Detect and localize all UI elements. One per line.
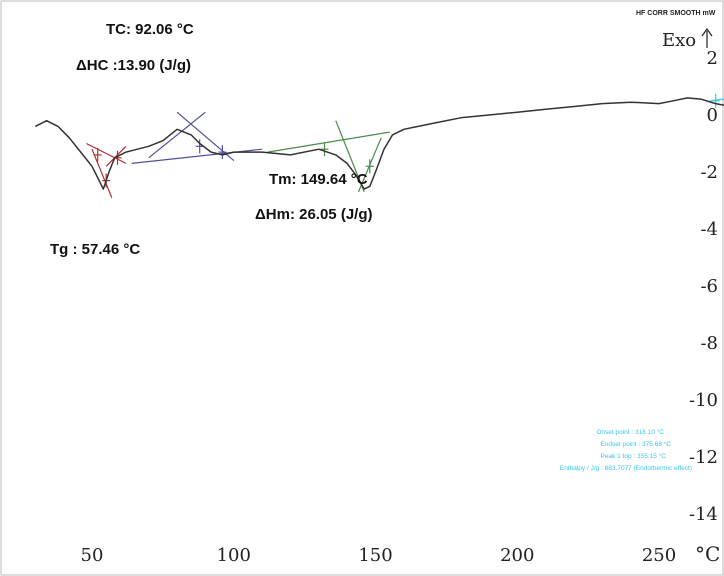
annotation-tg: Tg : 57.46 °C	[50, 241, 140, 258]
analysis-guides	[86, 93, 724, 198]
y-tick-label: -10	[689, 390, 718, 411]
annotation-tc: TC: 92.06 °C	[106, 21, 194, 38]
tangent-line	[176, 111, 235, 162]
y-tick-label: -12	[689, 447, 718, 468]
x-tick-label: 250	[642, 545, 676, 566]
tangent-line	[86, 142, 127, 164]
annotation-dhc: ΔHC :13.90 (J/g)	[76, 57, 191, 74]
annotation-tm: Tm: 149.64 °C	[269, 171, 368, 188]
peak-info-box: Onset point : 318.10 °C Endset point : 3…	[560, 428, 692, 472]
x-tick-label: 150	[358, 545, 392, 566]
exo-arrow-icon	[701, 27, 713, 48]
header-label: HF CORR SMOOTH mW	[636, 10, 716, 17]
tangent-line	[91, 148, 113, 198]
y-tick-label: -2	[700, 162, 718, 183]
tangent-line	[148, 111, 206, 159]
info-onset: Onset point : 318.10 °C	[596, 428, 664, 436]
series-layer	[34, 97, 724, 190]
y-tick-label: 0	[707, 105, 718, 126]
x-tick-label: 50	[81, 545, 104, 566]
y-tick-label: 2	[707, 48, 718, 69]
info-endset: Endset point : 375.68 °C	[600, 440, 671, 448]
info-enthalpy: Enthalpy / J/g : 883.7077 (Endothermic e…	[560, 465, 692, 472]
dsc-curve-0	[34, 97, 724, 190]
y-tick-label: -4	[700, 219, 718, 240]
annotation-dhm: ΔHm: 26.05 (J/g)	[255, 206, 372, 223]
x-axis-ticks: 50100150200250300350400450	[81, 545, 677, 566]
y-tick-label: -8	[700, 333, 718, 354]
y-tick-label: -14	[689, 504, 718, 525]
x-tick-label: 100	[217, 545, 251, 566]
info-peak: Peak 1 top : 355.15 °C	[601, 452, 667, 460]
x-unit-label: °C	[695, 542, 720, 566]
exo-label: Exo	[662, 30, 696, 51]
y-axis-ticks: 2 0 -2 -4 -6 -8 -10 -12 -14	[689, 48, 718, 525]
y-tick-label: -6	[700, 276, 718, 297]
x-tick-label: 200	[500, 545, 534, 566]
tangent-line	[267, 131, 390, 153]
